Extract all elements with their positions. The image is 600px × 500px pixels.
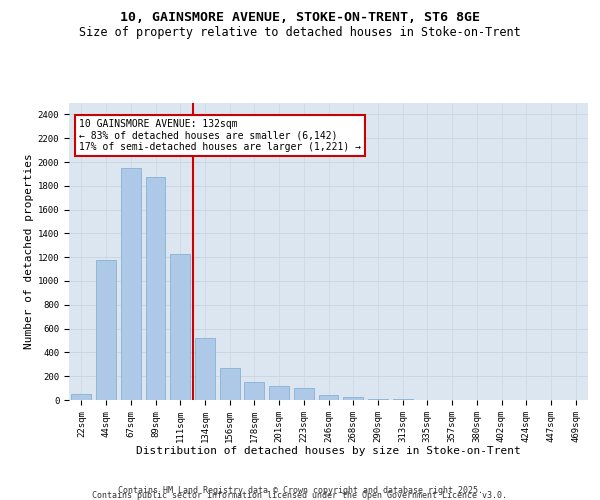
Text: Size of property relative to detached houses in Stoke-on-Trent: Size of property relative to detached ho… xyxy=(79,26,521,39)
Bar xyxy=(195,338,215,400)
Bar xyxy=(319,395,338,400)
Bar xyxy=(269,386,289,400)
Text: Contains public sector information licensed under the Open Government Licence v3: Contains public sector information licen… xyxy=(92,491,508,500)
X-axis label: Distribution of detached houses by size in Stoke-on-Trent: Distribution of detached houses by size … xyxy=(136,446,521,456)
Bar xyxy=(121,168,140,400)
Bar xyxy=(71,394,91,400)
Bar xyxy=(96,260,116,400)
Bar xyxy=(146,177,166,400)
Bar xyxy=(343,397,363,400)
Y-axis label: Number of detached properties: Number of detached properties xyxy=(23,154,34,349)
Text: Contains HM Land Registry data © Crown copyright and database right 2025.: Contains HM Land Registry data © Crown c… xyxy=(118,486,482,495)
Text: 10, GAINSMORE AVENUE, STOKE-ON-TRENT, ST6 8GE: 10, GAINSMORE AVENUE, STOKE-ON-TRENT, ST… xyxy=(120,11,480,24)
Text: 10 GAINSMORE AVENUE: 132sqm
← 83% of detached houses are smaller (6,142)
17% of : 10 GAINSMORE AVENUE: 132sqm ← 83% of det… xyxy=(79,119,361,152)
Bar xyxy=(294,388,314,400)
Bar xyxy=(368,399,388,400)
Bar xyxy=(220,368,239,400)
Bar xyxy=(170,254,190,400)
Bar xyxy=(244,382,264,400)
